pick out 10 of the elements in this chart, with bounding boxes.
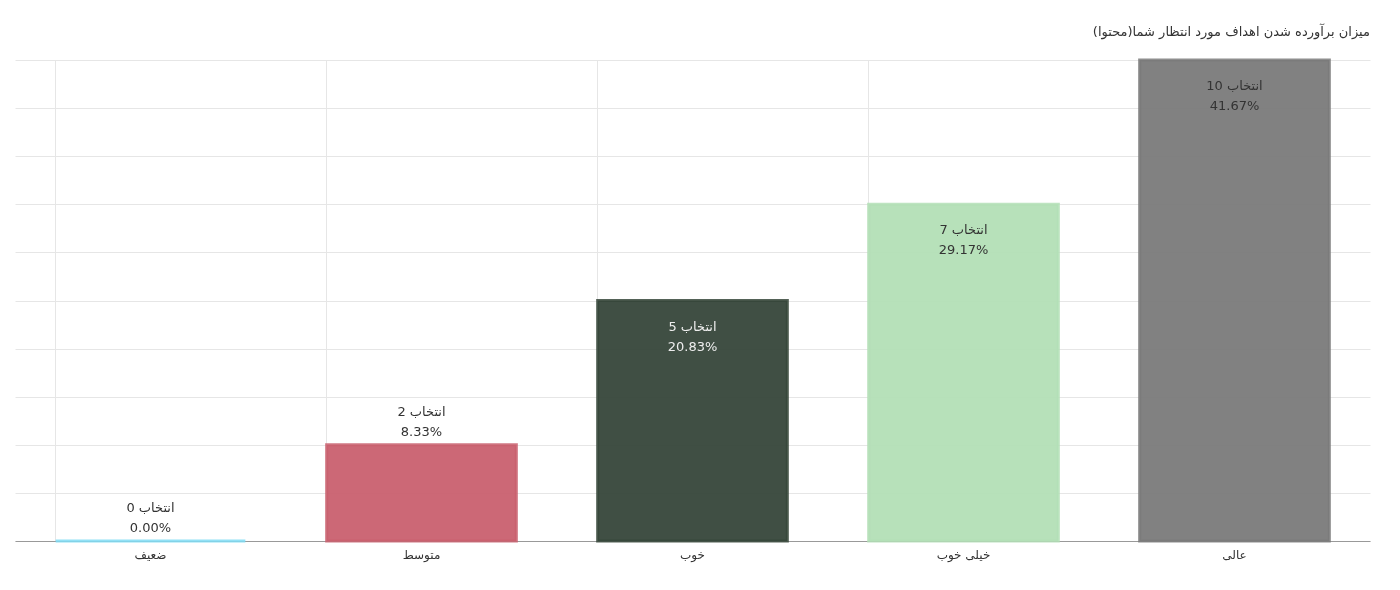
bar xyxy=(867,202,1060,543)
bar xyxy=(325,443,518,543)
x-tick-label: ضعیف xyxy=(134,547,167,562)
x-tick-label: خیلی خوب xyxy=(936,547,991,563)
bar xyxy=(596,299,789,543)
x-tick-label: عالی xyxy=(1222,547,1247,562)
chart-title: میزان برآورده شدن اهداف مورد انتظار شما(محتوا) xyxy=(1092,22,1370,40)
x-tick-label: متوسط xyxy=(402,547,441,563)
bar xyxy=(1138,58,1331,543)
x-tick-label: خوب xyxy=(680,547,705,563)
